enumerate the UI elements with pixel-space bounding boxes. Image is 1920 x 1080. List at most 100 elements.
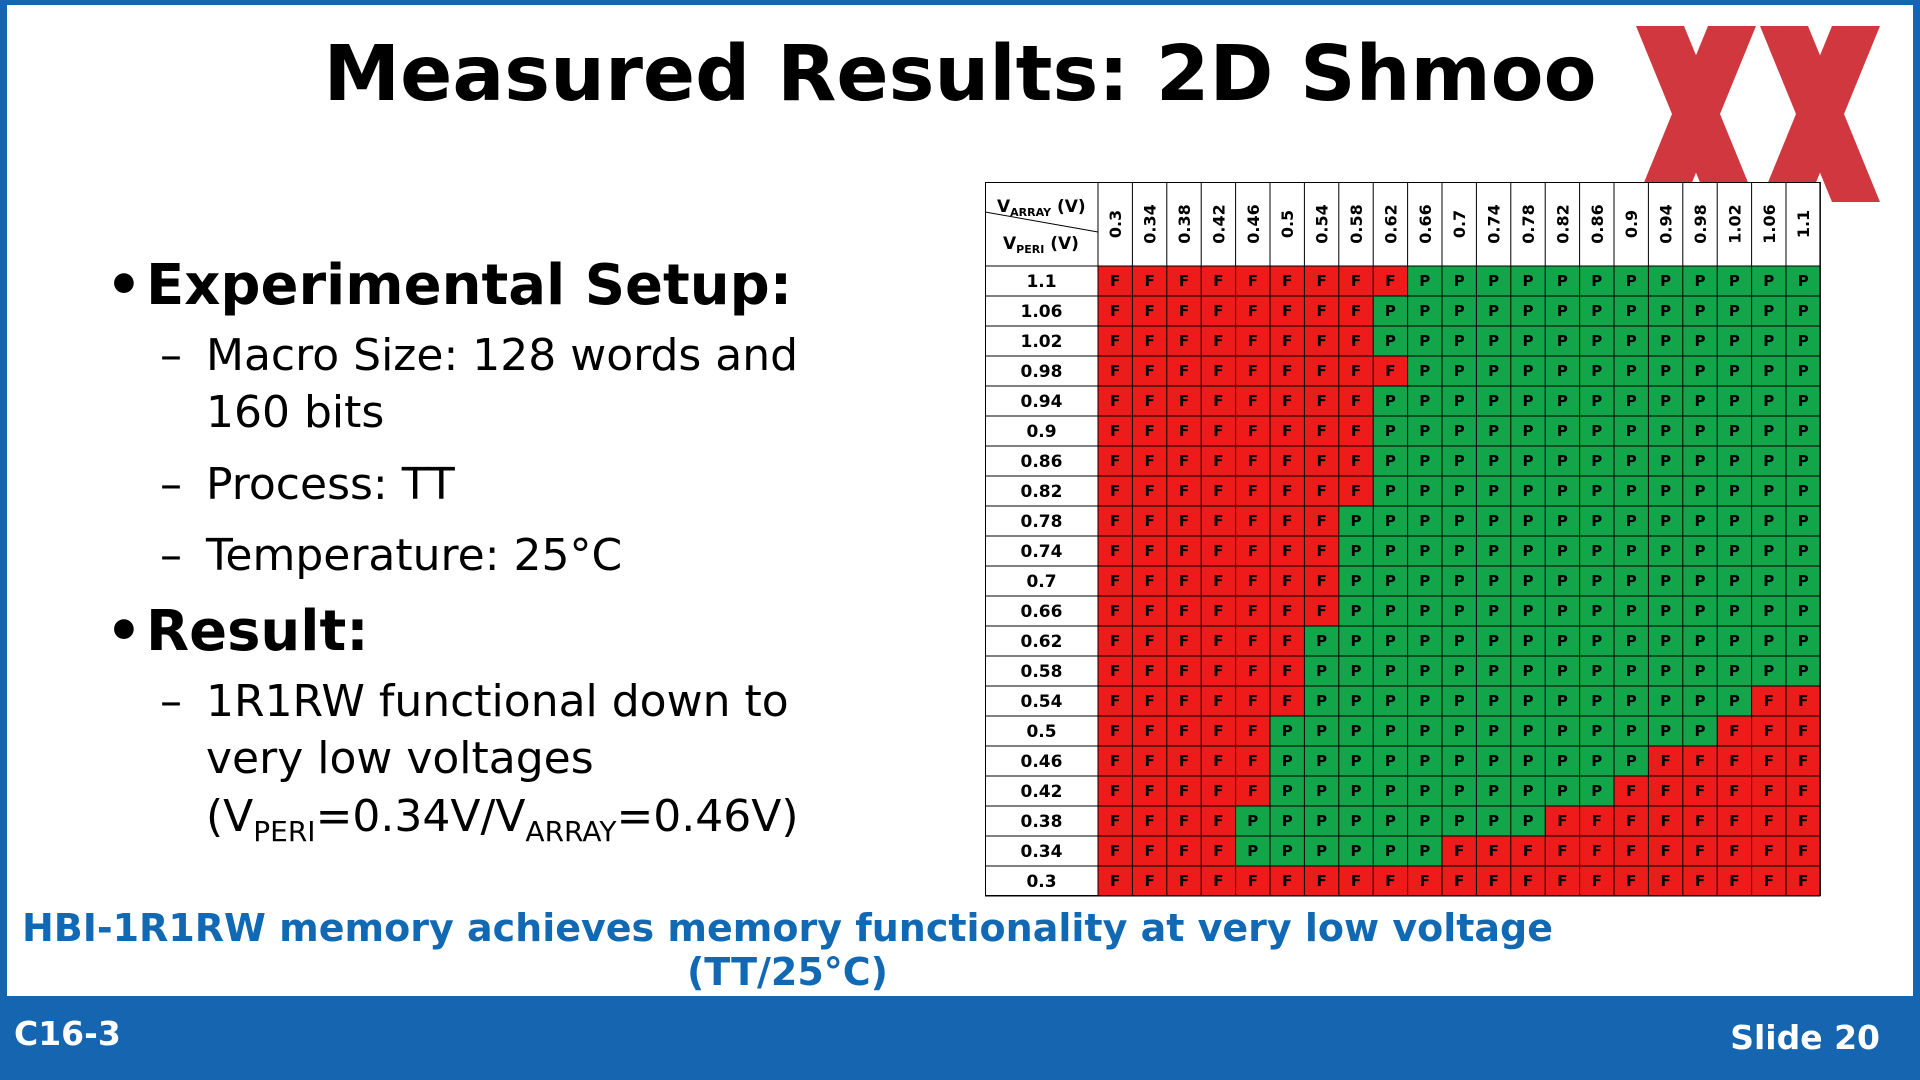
shmoo-cell-fail: [1786, 776, 1821, 806]
shmoo-cell-label: P: [1557, 662, 1568, 680]
shmoo-cell-pass: [1373, 296, 1408, 326]
shmoo-cell-label: P: [1660, 392, 1671, 410]
shmoo-cell-fail: [1132, 566, 1167, 596]
shmoo-cell-fail: [1235, 596, 1270, 626]
shmoo-cell-fail: [1407, 866, 1442, 896]
shmoo-cell-label: P: [1591, 482, 1602, 500]
shmoo-cell-pass: [1407, 296, 1442, 326]
shmoo-cell-pass: [1373, 476, 1408, 506]
shmoo-cell-label: F: [1110, 722, 1120, 740]
shmoo-cell-label: P: [1626, 422, 1637, 440]
shmoo-cell-label: F: [1179, 452, 1189, 470]
shmoo-cell-label: F: [1316, 302, 1326, 320]
result-formula: (VPERI=0.34V/VARRAY=0.46V): [206, 790, 799, 848]
shmoo-cell-fail: [1166, 356, 1202, 386]
shmoo-cell-fail: [1201, 446, 1236, 476]
shmoo-cell-pass: [1338, 596, 1374, 626]
shmoo-cell-pass: [1682, 656, 1718, 686]
shmoo-cell-label: P: [1351, 602, 1362, 620]
shmoo-cell-label: P: [1660, 662, 1671, 680]
shmoo-cell-pass: [1338, 686, 1374, 716]
shmoo-cell-label: P: [1591, 392, 1602, 410]
shmoo-cell-label: P: [1385, 722, 1396, 740]
shmoo-cell-fail: [1098, 446, 1133, 476]
shmoo-column-header: 1.02: [1725, 204, 1744, 243]
shmoo-cell-label: F: [1351, 332, 1361, 350]
shmoo-cell-label: P: [1763, 422, 1774, 440]
shmoo-cell-pass: [1338, 626, 1374, 656]
shmoo-cell-pass: [1579, 626, 1614, 656]
shmoo-cell-label: P: [1591, 602, 1602, 620]
shmoo-cell-label: F: [1282, 392, 1292, 410]
shmoo-cell-fail: [1786, 746, 1821, 776]
shmoo-cell-label: P: [1385, 482, 1396, 500]
shmoo-cell-label: P: [1763, 482, 1774, 500]
shmoo-cell-fail: [1786, 716, 1821, 746]
shmoo-cell-label: P: [1523, 542, 1534, 560]
shmoo-cell-fail: [1270, 356, 1305, 386]
shmoo-cell-fail: [1338, 446, 1374, 476]
shmoo-cell-pass: [1579, 386, 1614, 416]
formula-peri-value: =0.34V/V: [315, 790, 526, 842]
shmoo-cell-label: F: [1316, 602, 1326, 620]
shmoo-cell-fail: [1201, 596, 1236, 626]
shmoo-cell-label: F: [1179, 842, 1189, 860]
shmoo-cell-pass: [1614, 386, 1649, 416]
shmoo-cell-label: F: [1316, 422, 1326, 440]
shmoo-cell-pass: [1407, 776, 1442, 806]
shmoo-cell-label: P: [1419, 602, 1430, 620]
shmoo-cell-pass: [1304, 686, 1339, 716]
shmoo-cell-label: F: [1248, 662, 1258, 680]
shmoo-cell-label: P: [1626, 692, 1637, 710]
shmoo-cell-label: P: [1729, 512, 1740, 530]
shmoo-corner-diagonal: [985, 211, 1099, 233]
shmoo-cell-label: F: [1592, 872, 1602, 890]
shmoo-cell-fail: [1166, 596, 1202, 626]
shmoo-cell-fail: [1579, 806, 1614, 836]
shmoo-row-header: 0.54: [1021, 692, 1063, 712]
shmoo-cell-fail: [1270, 536, 1305, 566]
shmoo-cell-pass: [1614, 416, 1649, 446]
shmoo-cell-pass: [1545, 356, 1580, 386]
shmoo-cell-pass: [1510, 386, 1546, 416]
shmoo-cell-pass: [1648, 476, 1683, 506]
shmoo-cell-label: P: [1419, 812, 1430, 830]
shmoo-cell-label: P: [1488, 302, 1499, 320]
shmoo-cell-label: P: [1591, 512, 1602, 530]
formula-array-subscript: ARRAY: [525, 814, 617, 848]
shmoo-cell-fail: [1201, 386, 1236, 416]
shmoo-cell-label: P: [1626, 602, 1637, 620]
shmoo-cell-label: P: [1454, 722, 1465, 740]
shmoo-cell-label: F: [1213, 722, 1223, 740]
shmoo-cell-label: P: [1729, 662, 1740, 680]
shmoo-cell-label: P: [1523, 362, 1534, 380]
shmoo-cell-label: P: [1729, 302, 1740, 320]
shmoo-cell-label: P: [1763, 452, 1774, 470]
shmoo-cell-pass: [1338, 656, 1374, 686]
shmoo-cell-label: P: [1419, 512, 1430, 530]
shmoo-cell-label: P: [1316, 692, 1327, 710]
shmoo-cell-pass: [1751, 506, 1786, 536]
shmoo-cell-label: F: [1316, 572, 1326, 590]
shmoo-cell-pass: [1648, 686, 1683, 716]
shmoo-cell-fail: [1166, 446, 1202, 476]
shmoo-row-header: 0.5: [1026, 722, 1056, 742]
shmoo-cell-label: P: [1591, 542, 1602, 560]
shmoo-cell-label: F: [1179, 542, 1189, 560]
shmoo-cell-fail: [1270, 266, 1305, 296]
shmoo-cell-label: P: [1557, 512, 1568, 530]
shmoo-cell-fail: [1270, 656, 1305, 686]
shmoo-cell-label: P: [1798, 392, 1809, 410]
shmoo-cell-pass: [1373, 536, 1408, 566]
bullet-temperature: – Temperature: 25°C: [106, 527, 826, 584]
shmoo-cell-label: P: [1316, 662, 1327, 680]
shmoo-cell-pass: [1579, 716, 1614, 746]
shmoo-cell-pass: [1373, 806, 1408, 836]
shmoo-cell-pass: [1476, 716, 1511, 746]
shmoo-column-header: 0.3: [1106, 210, 1125, 238]
shmoo-cell-label: F: [1213, 332, 1223, 350]
shmoo-cell-label: F: [1729, 752, 1739, 770]
shmoo-cell-label: P: [1351, 662, 1362, 680]
shmoo-cell-pass: [1648, 416, 1683, 446]
